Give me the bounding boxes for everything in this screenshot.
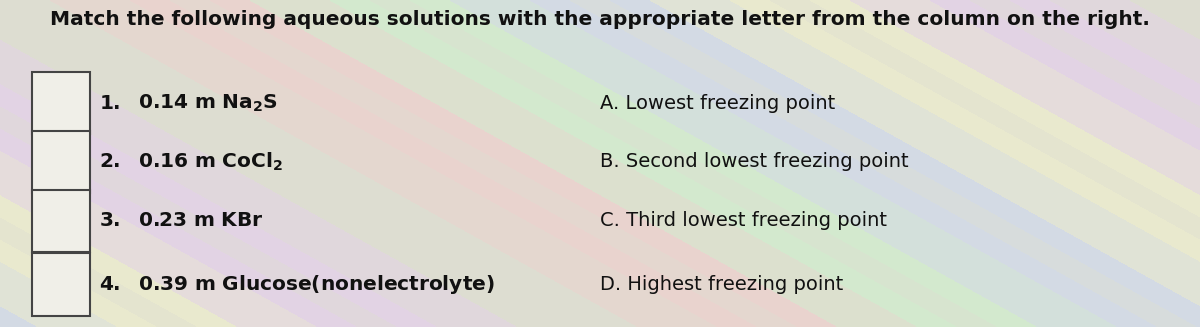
FancyBboxPatch shape: [32, 131, 90, 193]
FancyBboxPatch shape: [32, 190, 90, 252]
FancyBboxPatch shape: [32, 253, 90, 316]
Text: D. Highest freezing point: D. Highest freezing point: [600, 275, 844, 294]
Text: 1.: 1.: [100, 94, 121, 112]
Text: B. Second lowest freezing point: B. Second lowest freezing point: [600, 152, 908, 171]
Text: Match the following aqueous solutions with the appropriate letter from the colum: Match the following aqueous solutions wi…: [50, 10, 1150, 29]
Text: A. Lowest freezing point: A. Lowest freezing point: [600, 94, 835, 112]
Text: 3.: 3.: [100, 211, 121, 230]
Text: 4.: 4.: [100, 275, 121, 294]
Text: $\mathbf{0.39\ m\ Glucose(nonelectrolyte)}$: $\mathbf{0.39\ m\ Glucose(nonelectrolyte…: [138, 273, 494, 296]
Text: $\mathbf{0.23\ m\ KBr}$: $\mathbf{0.23\ m\ KBr}$: [138, 211, 264, 230]
Text: C. Third lowest freezing point: C. Third lowest freezing point: [600, 211, 887, 230]
FancyBboxPatch shape: [32, 72, 90, 134]
Text: 2.: 2.: [100, 152, 121, 171]
Text: $\mathbf{0.16\ m\ CoCl_2}$: $\mathbf{0.16\ m\ CoCl_2}$: [138, 151, 283, 173]
Text: $\mathbf{0.14\ m\ Na_2S}$: $\mathbf{0.14\ m\ Na_2S}$: [138, 92, 277, 114]
